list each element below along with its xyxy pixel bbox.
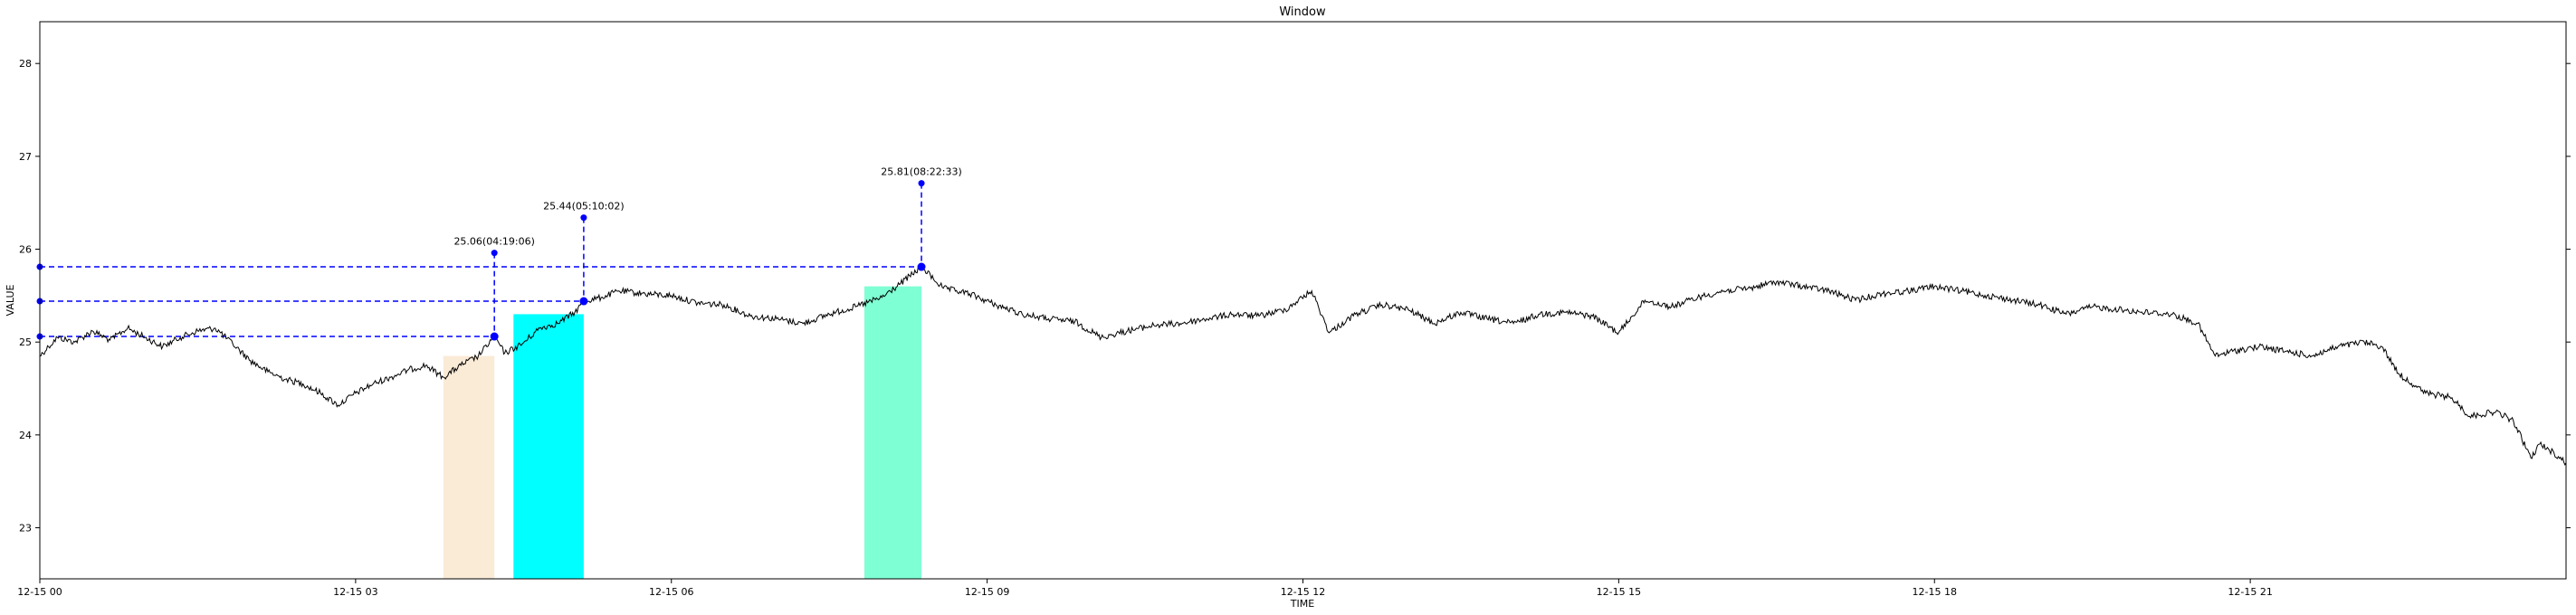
x-tick-label-6: 12-15 15: [1597, 586, 1641, 598]
chart-title: Window: [1279, 5, 1326, 19]
x-axis: 12-15 00 12-15 03 12-15 06 12-15 09 12-15 12…: [17, 579, 2273, 598]
x-tick-label-1: 12-15 00: [17, 586, 62, 598]
value-marker-3: [917, 262, 926, 271]
shaded-region-3: [863, 286, 922, 579]
x-tick-label-7: 12-15 18: [1913, 586, 1957, 598]
y-tick-label-3: 25: [19, 336, 32, 348]
label-marker-2: [580, 214, 587, 222]
y-tick-label-2: 24: [19, 430, 32, 441]
label-marker-3: [918, 180, 925, 187]
x-tick-label-8: 12-15 21: [2228, 586, 2272, 598]
y-tick-label-5: 27: [19, 151, 32, 163]
annotation-label-1: 25.06(04:19:06): [453, 236, 534, 248]
shaded-region-2: [513, 314, 584, 579]
y-tick-label-6: 28: [19, 58, 32, 70]
value-marker-1: [490, 332, 499, 341]
y-tick-label-1: 23: [19, 523, 32, 535]
y-axis: 23 24 25 26 27 28: [19, 58, 2571, 535]
annotation-guides: [40, 183, 922, 337]
x-tick-label-2: 12-15 03: [333, 586, 377, 598]
value-marker-2: [579, 297, 588, 306]
shaded-regions: [443, 286, 922, 579]
series-line-1: [39, 263, 2567, 467]
x-tick-label-3: 12-15 06: [649, 586, 693, 598]
shaded-region-1: [443, 355, 495, 579]
series-lines: [39, 263, 2567, 467]
x-axis-title: TIME: [1290, 598, 1314, 610]
annotation-label-3: 25.81(08:22:33): [881, 166, 961, 178]
y-axis-title: VALUE: [5, 284, 16, 316]
annotation-labels: 25.06(04:19:06) 25.44(05:10:02) 25.81(08:2…: [453, 166, 961, 248]
x-tick-label-5: 12-15 12: [1281, 586, 1325, 598]
y-tick-label-4: 26: [19, 244, 32, 256]
x-tick-label-4: 12-15 09: [965, 586, 1009, 598]
annotation-label-2: 25.44(05:10:02): [543, 201, 624, 213]
label-marker-1: [491, 250, 498, 257]
